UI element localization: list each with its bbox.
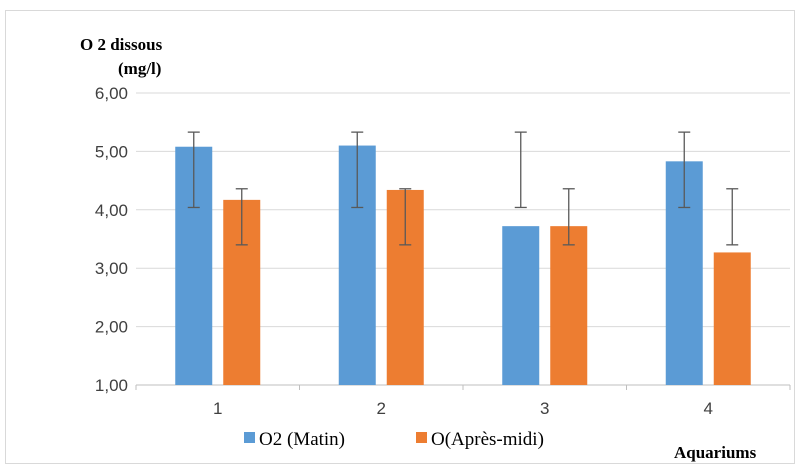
bar [550, 226, 588, 385]
legend-label-matin: O2 (Matin) [259, 429, 345, 450]
y-tick-label: 5,00 [95, 142, 128, 161]
y-axis-ticks: 1,00 2,00 3,00 4,00 5,00 6,00 [95, 84, 128, 395]
x-tick-label: 4 [704, 399, 713, 418]
x-tick-label: 3 [540, 399, 549, 418]
legend: O2 (Matin) O(Après-midi) [244, 429, 544, 450]
bar [502, 226, 540, 385]
legend-label-apres-midi: O(Après-midi) [431, 429, 544, 450]
y-tick-label: 1,00 [95, 376, 128, 395]
x-axis-ticks: 1 2 3 4 [135, 385, 791, 418]
x-axis-label: Aquariums [674, 443, 757, 462]
y-axis-label-line2: (mg/l) [118, 59, 161, 78]
x-tick-label: 1 [213, 399, 222, 418]
y-tick-label: 2,00 [95, 318, 128, 337]
y-tick-label: 4,00 [95, 201, 128, 220]
x-tick-label: 2 [377, 399, 386, 418]
y-axis-label-line1: O 2 dissous [80, 35, 163, 54]
error-bars [187, 131, 739, 246]
bar [713, 252, 751, 385]
legend-swatch-apres-midi [416, 432, 427, 443]
y-tick-label: 6,00 [95, 84, 128, 103]
bars [175, 145, 751, 385]
y-tick-label: 3,00 [95, 259, 128, 278]
legend-swatch-matin [244, 432, 255, 443]
